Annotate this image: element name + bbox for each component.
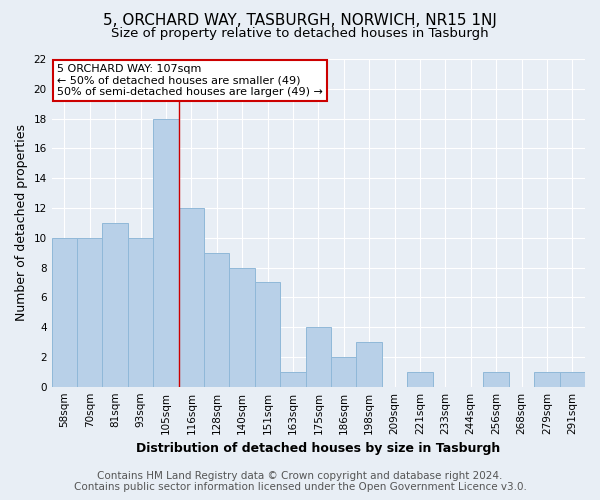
Bar: [204, 252, 229, 386]
Bar: [305, 327, 331, 386]
Bar: [179, 208, 204, 386]
Bar: [356, 342, 382, 386]
X-axis label: Distribution of detached houses by size in Tasburgh: Distribution of detached houses by size …: [136, 442, 500, 455]
Text: 5, ORCHARD WAY, TASBURGH, NORWICH, NR15 1NJ: 5, ORCHARD WAY, TASBURGH, NORWICH, NR15 …: [103, 12, 497, 28]
Bar: [153, 118, 179, 386]
Text: Size of property relative to detached houses in Tasburgh: Size of property relative to detached ho…: [111, 28, 489, 40]
Bar: [484, 372, 509, 386]
Y-axis label: Number of detached properties: Number of detached properties: [15, 124, 28, 322]
Bar: [407, 372, 433, 386]
Bar: [128, 238, 153, 386]
Bar: [534, 372, 560, 386]
Bar: [280, 372, 305, 386]
Bar: [560, 372, 585, 386]
Bar: [52, 238, 77, 386]
Bar: [331, 357, 356, 386]
Text: Contains HM Land Registry data © Crown copyright and database right 2024.
Contai: Contains HM Land Registry data © Crown c…: [74, 471, 526, 492]
Text: 5 ORCHARD WAY: 107sqm
← 50% of detached houses are smaller (49)
50% of semi-deta: 5 ORCHARD WAY: 107sqm ← 50% of detached …: [57, 64, 323, 97]
Bar: [103, 223, 128, 386]
Bar: [255, 282, 280, 387]
Bar: [229, 268, 255, 386]
Bar: [77, 238, 103, 386]
